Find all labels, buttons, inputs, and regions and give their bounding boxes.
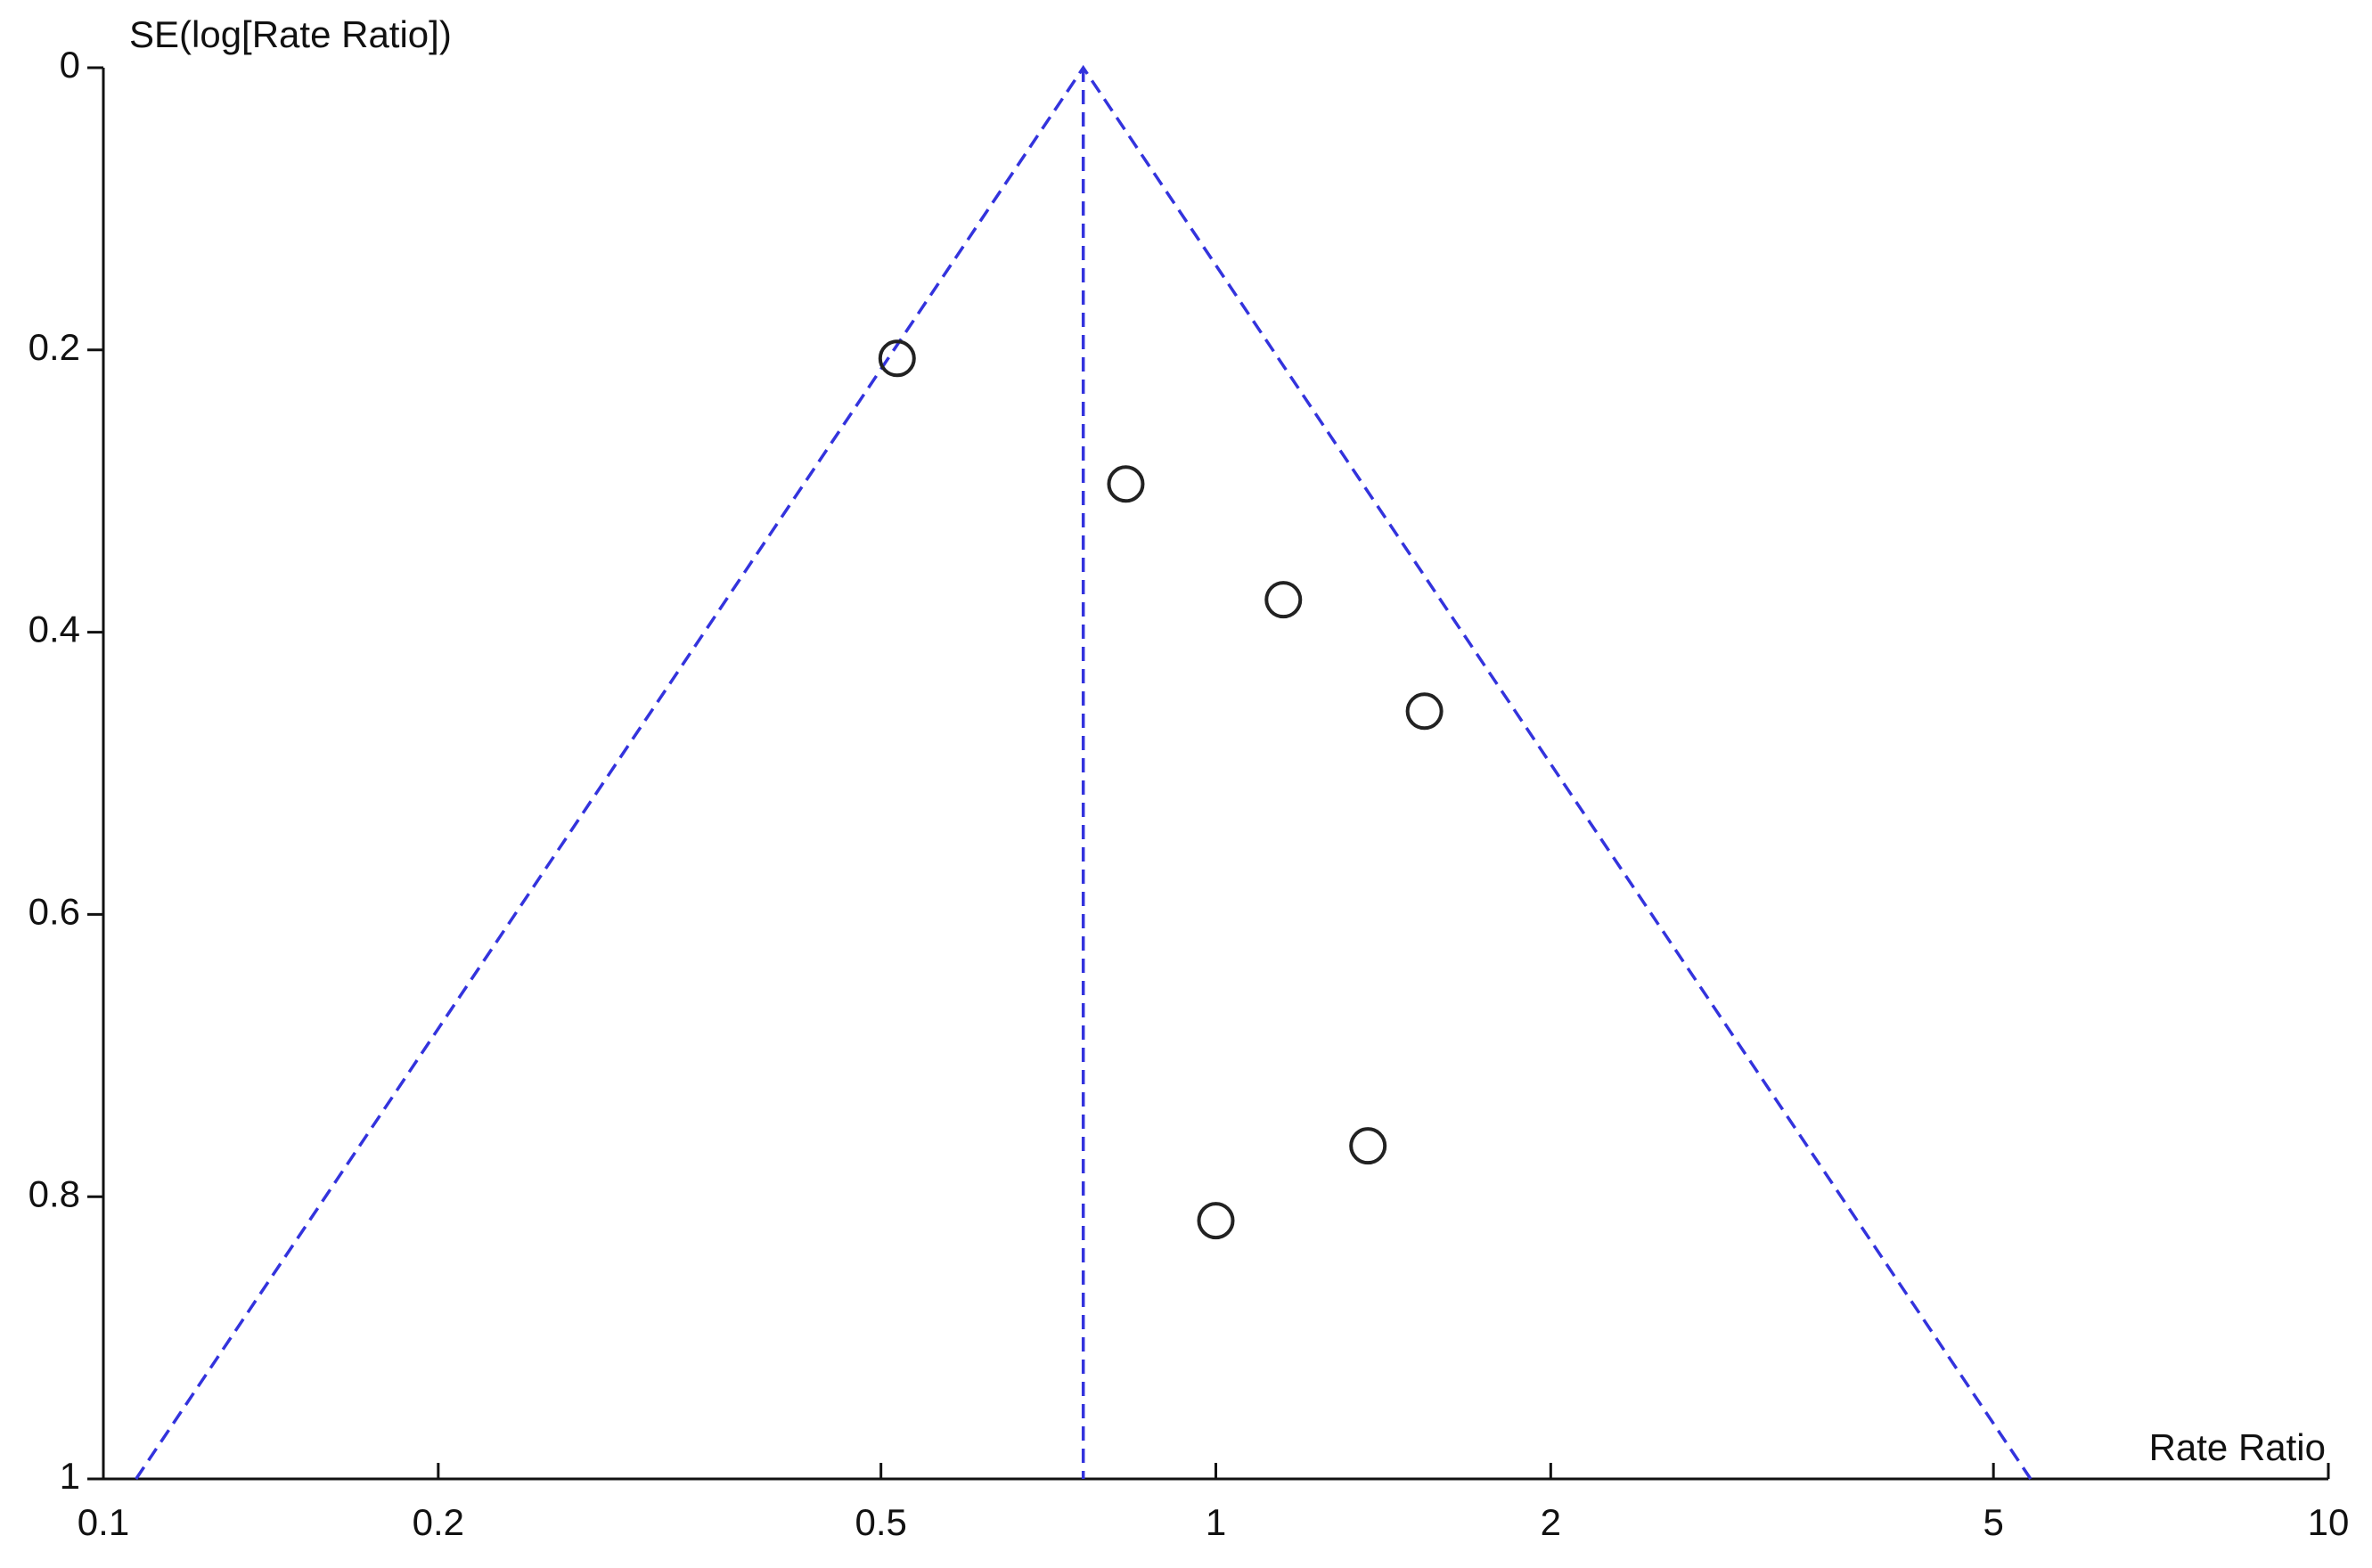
x-tick-label: 0.1 <box>78 1501 129 1543</box>
y-tick-label: 0.6 <box>29 890 80 932</box>
x-tick-label: 5 <box>1983 1501 2003 1543</box>
study-point <box>878 339 916 378</box>
y-tick-label: 0.4 <box>29 608 80 650</box>
study-point <box>1107 465 1145 503</box>
study-point <box>1264 581 1303 619</box>
y-tick-label: 1 <box>60 1455 80 1497</box>
study-point <box>1405 692 1444 731</box>
x-tick-label: 10 <box>2308 1501 2350 1543</box>
x-tick-label: 0.2 <box>413 1501 464 1543</box>
y-tick-label: 0 <box>60 44 80 86</box>
study-point <box>1197 1202 1235 1240</box>
study-point <box>1349 1127 1387 1165</box>
y-axis-title: SE(log[Rate Ratio]) <box>129 13 452 55</box>
x-tick-label: 0.5 <box>855 1501 906 1543</box>
x-tick-label: 2 <box>1541 1501 1561 1543</box>
x-tick-label: 1 <box>1206 1501 1226 1543</box>
y-tick-label: 0.8 <box>29 1172 80 1214</box>
x-axis-title: Rate Ratio <box>2149 1426 2326 1468</box>
y-tick-label: 0.2 <box>29 326 80 368</box>
